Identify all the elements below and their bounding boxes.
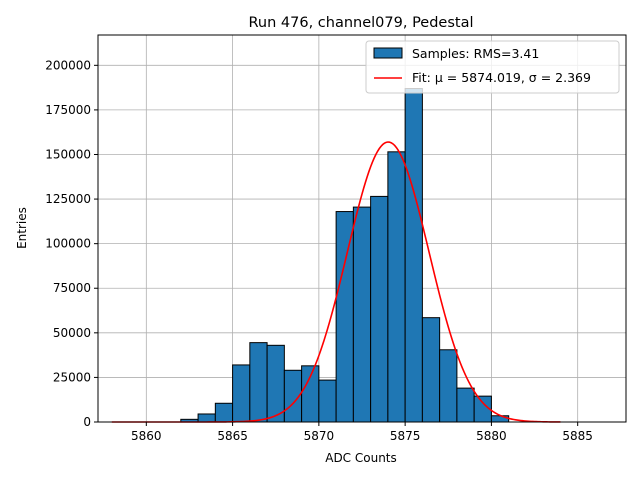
x-tick-label: 5860 (131, 429, 162, 443)
y-axis-ticks: 0 25000 50000 75000 100000 125000 150000 175000… (45, 58, 98, 429)
histogram-bar (404, 88, 423, 423)
x-tick-label: 5885 (562, 429, 593, 443)
y-tick-label: 150000 (45, 147, 91, 161)
grid-lines (98, 35, 626, 423)
legend: Samples: RMS=3.41 Fit: μ = 5874.019, σ =… (365, 40, 620, 94)
histogram-bar (214, 402, 234, 423)
x-tick-label: 5865 (217, 429, 248, 443)
histogram-bar (490, 415, 510, 423)
legend-label-samples: Samples: RMS=3.41 (412, 46, 539, 61)
histogram-bar (421, 317, 441, 423)
histogram-bar (301, 365, 320, 423)
histogram-bar (370, 195, 389, 423)
y-tick-label: 100000 (45, 237, 91, 251)
histogram-bar (456, 387, 475, 423)
histogram-bar (352, 206, 372, 423)
legend-label-fit: Fit: μ = 5874.019, σ = 2.369 (412, 70, 591, 85)
legend-box (365, 40, 620, 94)
y-tick-label: 175000 (45, 103, 91, 117)
histogram-bar (318, 379, 337, 423)
histogram-bar (387, 151, 406, 423)
histogram-bar (266, 344, 285, 423)
histogram-bar (197, 413, 216, 423)
histogram-bar (249, 342, 268, 423)
histogram-bar (439, 349, 458, 423)
plot-frame (97, 34, 627, 423)
y-axis-label: Entries (15, 207, 29, 249)
y-tick-label: 0 (83, 415, 91, 429)
y-tick-label: 75000 (53, 281, 91, 295)
y-tick-label: 200000 (45, 58, 91, 72)
legend-swatch-samples (373, 47, 403, 59)
x-tick-label: 5880 (476, 429, 507, 443)
histogram-bar (335, 211, 354, 423)
histogram-bar (232, 364, 251, 423)
x-tick-label: 5875 (390, 429, 421, 443)
y-tick-label: 50000 (53, 326, 91, 340)
chart-title: Run 476, channel079, Pedestal (248, 15, 473, 31)
x-axis-label: ADC Counts (325, 451, 397, 465)
y-tick-label: 125000 (45, 192, 91, 206)
x-axis-ticks: 5860 5865 5870 5875 5880 5885 (131, 422, 593, 443)
x-tick-label: 5870 (304, 429, 335, 443)
y-tick-label: 25000 (53, 370, 91, 384)
histogram-bars (180, 88, 510, 423)
